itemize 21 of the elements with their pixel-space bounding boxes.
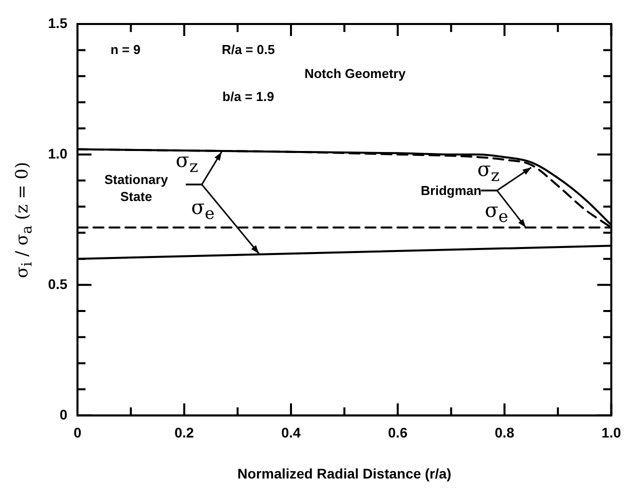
y-tick-label: 0.5 xyxy=(48,276,68,292)
annotation: σ$_{e}$ xyxy=(484,198,508,226)
x-tick-label: 0.4 xyxy=(281,424,301,441)
annotation: b/a = 1.9 xyxy=(222,88,274,106)
annotation: σ$_{e}$ xyxy=(191,195,215,224)
y-tick-label: 1.0 xyxy=(48,145,68,162)
x-tick-label: 0.2 xyxy=(174,424,194,441)
x-tick-label: 0.6 xyxy=(388,424,408,441)
annotation: Stationary State xyxy=(103,172,169,205)
annotation: n = 9 xyxy=(110,42,140,58)
annotation: σ$_{z}$ xyxy=(477,157,500,186)
annotation: R/a = 0.5 xyxy=(222,42,275,58)
x-tick-label: 0 xyxy=(74,424,82,441)
annotation: σ$_{z}$ xyxy=(176,148,198,176)
x-tick-label: 1.0 xyxy=(602,424,622,441)
annotation: Notch Geometry xyxy=(304,65,406,82)
x-tick-label: 0.8 xyxy=(494,424,514,441)
y-tick-label: 0 xyxy=(60,406,68,422)
annotation: Bridgman xyxy=(420,182,482,200)
y-tick-label: 1.5 xyxy=(48,14,68,31)
x-axis-title: Normalized Radial Distance (r/a) xyxy=(237,465,452,482)
